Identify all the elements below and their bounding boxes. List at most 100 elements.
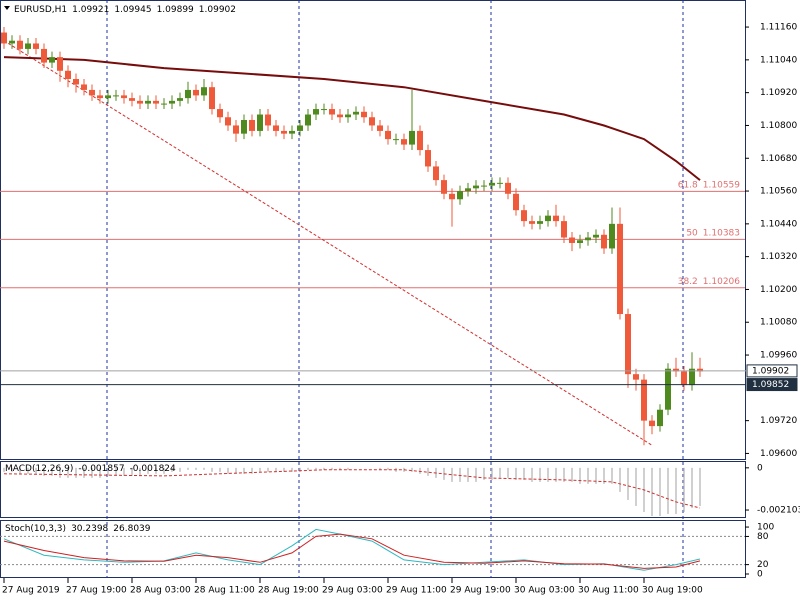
candle-body [233,125,239,134]
candle-body [545,215,551,222]
candle-body [113,95,119,97]
fib-label: 38.2 1.10206 [678,276,741,286]
candle-body [209,87,215,110]
candle-body [529,221,535,224]
fib-price: 1.10206 [703,276,740,286]
candle-body [577,240,583,243]
candle-body [169,100,175,104]
x-tick-label: 29 Aug 19:00 [450,586,511,596]
candle-body [601,234,607,249]
candle-body [337,114,343,118]
candle-body [489,182,495,186]
candle-body [321,109,327,111]
y-tick-label: 1.09720 [760,416,797,426]
candle-body [57,57,63,71]
header-part: -0.001857 [78,464,124,474]
candle-body [297,125,303,131]
candle-body [361,111,367,118]
candle-body [273,125,279,131]
candle-body [657,409,663,427]
candle-body [553,215,559,222]
candle-body [193,89,199,96]
candle-body [225,117,231,126]
candle-body [433,166,439,181]
y-tick-label: 1.10560 [760,187,797,197]
panel-header: MACD(12,26,9) -0.001857 -0.001824 [5,464,176,474]
macd-panel [0,461,746,518]
candle-body [1,32,7,44]
candle-body [473,185,479,189]
y-tick-label: 1.10440 [760,219,797,229]
candle-body [393,139,399,141]
price-box [746,378,798,392]
candle-body [513,193,519,211]
y-tick-label: 1.09960 [760,351,797,361]
x-tick-label: 27 Aug 19:00 [66,586,127,596]
candle-body [505,182,511,194]
candle-body [633,374,639,380]
y-tick-label: -0.002103 [757,506,800,516]
candle-body [121,95,127,99]
candle-body [561,221,567,238]
candle-body [97,95,103,99]
candle-body [385,130,391,140]
header-part: 30.2398 [71,524,108,534]
y-tick-label: 1.10800 [760,121,797,131]
candle-body [153,100,159,104]
header-part: MACD(12,26,9) [5,464,73,474]
x-tick-label: 29 Aug 03:00 [322,586,383,596]
candle-body [369,117,375,126]
y-tick-label: 1.10680 [760,154,797,164]
candle-body [25,43,31,49]
fib-label: 50 1.10383 [686,228,740,238]
panel-header: EURUSD,H1 1.09921 1.09945 1.09899 1.09902 [14,5,236,15]
candle-body [177,98,183,101]
header-part: 1.09921 [72,5,109,15]
candle-body [521,210,527,222]
candle-body [49,57,55,63]
header-part: Stoch(10,3,3) [5,524,66,534]
candle-body [17,40,23,49]
candle-body [649,420,655,427]
trend-line [3,40,653,446]
price-label: 1.09852 [752,380,789,390]
menu-arrow[interactable] [4,6,10,10]
y-tick-label: 100 [757,523,774,533]
candle-body [41,48,47,63]
candle-body [497,182,503,184]
candle-body [217,109,223,118]
candle-body [201,87,207,96]
x-tick-label: 28 Aug 19:00 [258,586,319,596]
x-tick-label: 30 Aug 19:00 [642,586,703,596]
y-tick-label: 1.10200 [760,285,797,295]
candle-body [313,109,319,115]
candle-body [289,130,295,134]
x-tick-label: 28 Aug 03:00 [130,586,191,596]
candle-body [89,89,95,96]
moving-average [3,56,701,181]
fib-level: 61.8 [678,180,698,190]
candle-body [33,43,39,49]
y-tick-label: 20 [757,560,769,570]
candle-body [481,185,487,187]
candle-body [353,111,359,115]
candle-body [625,314,631,375]
candle-body [281,130,287,134]
candle-body [681,371,687,386]
y-tick-label: 1.11160 [760,23,797,33]
panel-frames [0,0,746,578]
x-tick-label: 30 Aug 03:00 [514,586,575,596]
panel-header: Stoch(10,3,3) 30.2398 26.8039 [5,524,151,534]
x-tick-label: 27 Aug 2019 [2,586,60,596]
y-tick-label: 1.10320 [760,252,797,262]
y-tick-label: 1.10080 [760,318,797,328]
y-tick-label: 80 [757,532,769,542]
macd-signal [3,469,701,509]
candle-body [585,237,591,241]
candle-body [129,98,135,101]
price-label: 1.09902 [752,366,789,376]
candle-body [465,188,471,192]
candle-body [537,221,543,224]
